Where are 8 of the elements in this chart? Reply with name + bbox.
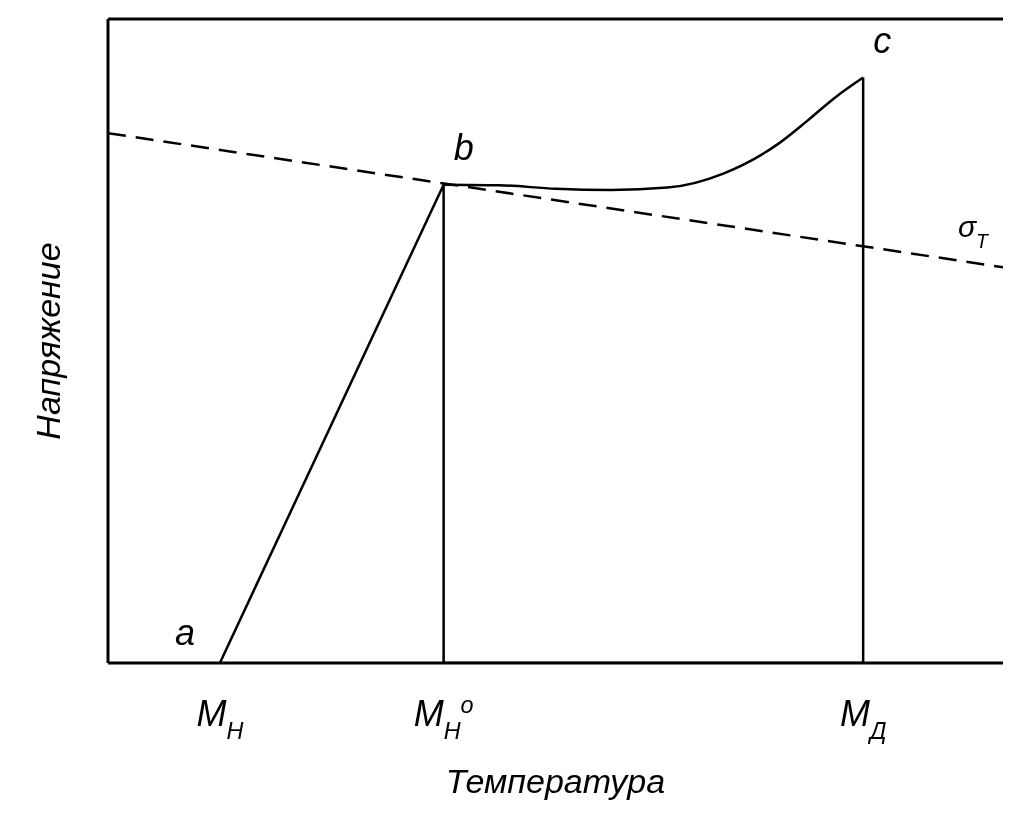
x-tick-label: M$_{Д}$ (839, 693, 887, 744)
x-axis-title: Температура (445, 762, 666, 800)
annotation: a (174, 612, 195, 653)
y-axis-title: Напряжение (29, 242, 68, 440)
series-label: σ$_{Т}$ (958, 210, 991, 253)
annotation: c (873, 19, 892, 61)
annotation: b (453, 126, 474, 168)
x-tick-label: M$_{Н}$ (196, 693, 244, 744)
